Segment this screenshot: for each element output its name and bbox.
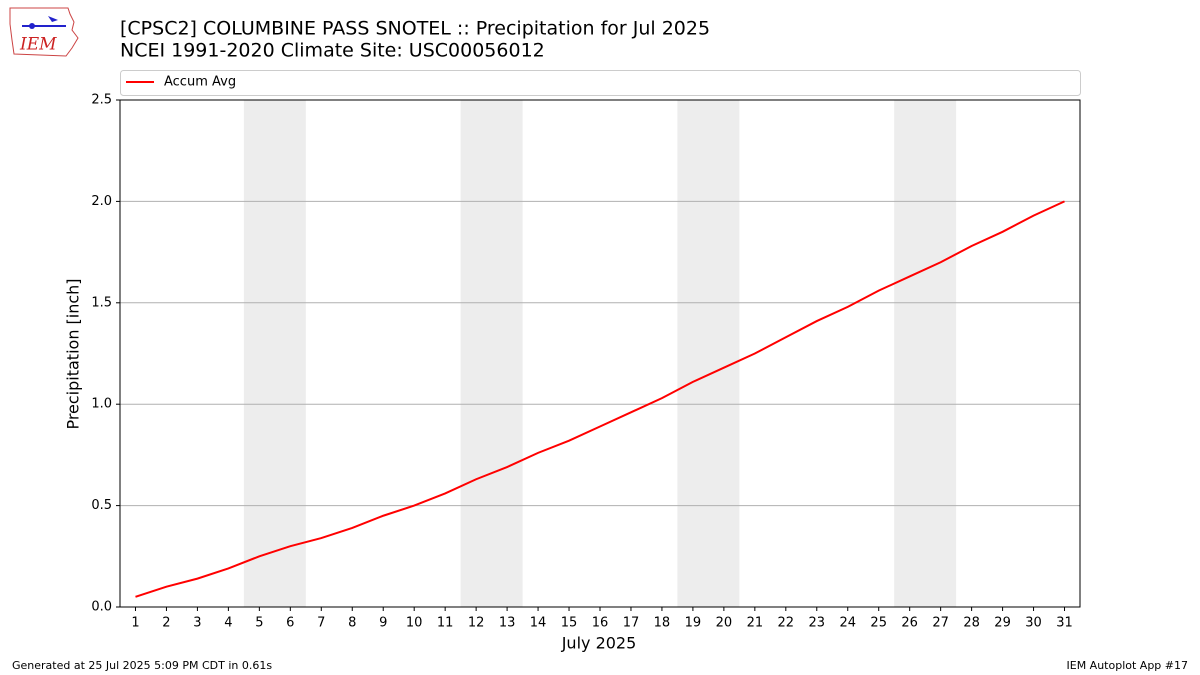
x-tick-label: 27: [932, 616, 949, 631]
x-tick-label: 5: [255, 616, 263, 631]
x-tick-label: 22: [778, 616, 795, 631]
x-tick-label: 1: [131, 616, 139, 631]
x-tick-label: 25: [870, 616, 887, 631]
x-tick-label: 6: [286, 616, 294, 631]
x-tick-label: 31: [1056, 616, 1073, 631]
x-tick-label: 9: [379, 616, 387, 631]
x-tick-label: 14: [530, 616, 547, 631]
y-tick-label: 0.5: [91, 498, 112, 513]
weekend-shade: [894, 100, 957, 607]
x-tick-label: 26: [901, 616, 918, 631]
weekend-shade: [460, 100, 523, 607]
y-tick-label: 1.0: [91, 397, 112, 412]
x-tick-label: 23: [809, 616, 826, 631]
logo: IEM: [9, 7, 79, 57]
footer-left: Generated at 25 Jul 2025 5:09 PM CDT in …: [12, 659, 272, 672]
x-tick-label: 15: [561, 616, 578, 631]
x-tick-label: 30: [1025, 616, 1042, 631]
chart-subtitle: NCEI 1991-2020 Climate Site: USC00056012: [120, 40, 545, 62]
data-line: [135, 200, 1065, 598]
x-tick-label: 11: [437, 616, 454, 631]
x-tick-label: 28: [963, 616, 980, 631]
y-tick-label: 2.5: [91, 93, 112, 108]
x-axis-label: July 2025: [561, 634, 637, 653]
weekend-shade: [243, 100, 306, 607]
x-tick-label: 3: [193, 616, 201, 631]
x-tick-label: 24: [839, 616, 856, 631]
legend-box: [120, 70, 1081, 96]
x-tick-label: 7: [317, 616, 325, 631]
x-tick-label: 4: [224, 616, 232, 631]
footer-right: IEM Autoplot App #17: [1067, 659, 1189, 672]
logo-text: IEM: [19, 35, 57, 55]
logo-outline: [9, 7, 79, 57]
logo-flag: [48, 16, 58, 22]
plot-frame: [119, 99, 1081, 608]
x-tick-label: 21: [747, 616, 764, 631]
x-tick-label: 10: [406, 616, 423, 631]
x-tick-label: 17: [623, 616, 640, 631]
x-tick-label: 13: [499, 616, 516, 631]
x-tick-label: 12: [468, 616, 485, 631]
y-tick-label: 2.0: [91, 194, 112, 209]
x-tick-label: 8: [348, 616, 356, 631]
x-tick-label: 16: [592, 616, 609, 631]
weekend-shade: [677, 100, 740, 607]
x-tick-label: 2: [162, 616, 170, 631]
logo-dot: [29, 23, 35, 29]
y-tick-label: 1.5: [91, 295, 112, 310]
chart-title: [CPSC2] COLUMBINE PASS SNOTEL :: Precipi…: [120, 18, 710, 40]
y-axis-label: Precipitation [inch]: [64, 278, 83, 429]
x-tick-label: 29: [994, 616, 1011, 631]
legend-label: Accum Avg: [164, 75, 236, 90]
x-tick-label: 18: [654, 616, 671, 631]
x-tick-label: 20: [716, 616, 733, 631]
x-tick-label: 19: [685, 616, 702, 631]
y-tick-label: 0.0: [91, 600, 112, 615]
